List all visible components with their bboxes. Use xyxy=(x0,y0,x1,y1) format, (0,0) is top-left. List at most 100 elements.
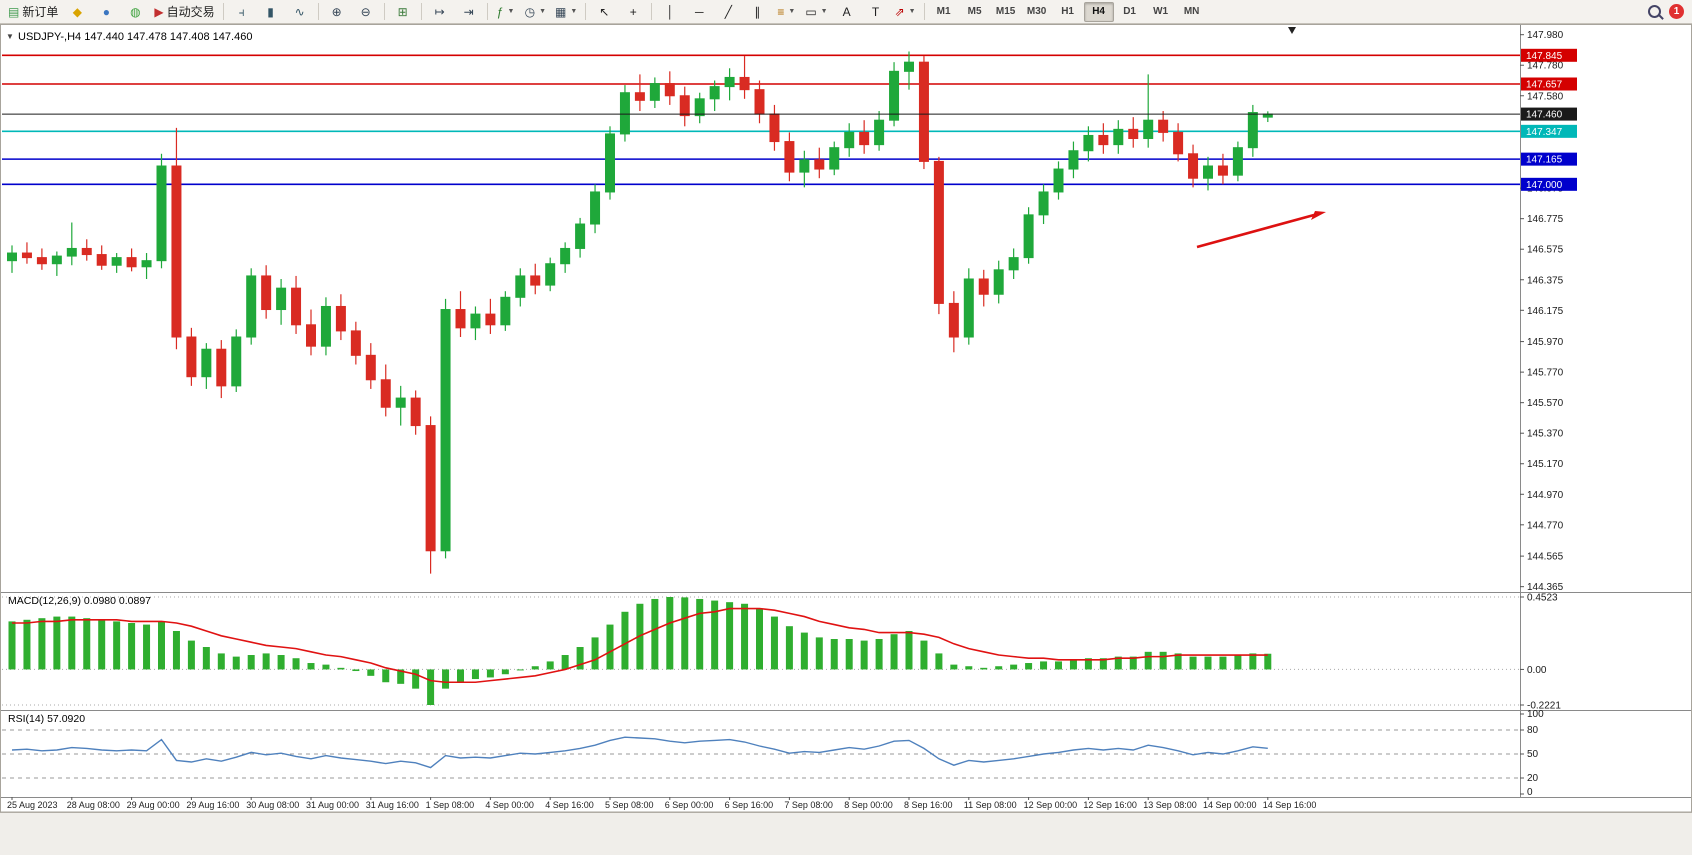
macd-scale-label: -0.2221 xyxy=(1527,700,1561,711)
auto-scroll-button[interactable]: ↦ xyxy=(426,1,454,23)
toolbar-separator xyxy=(420,3,422,20)
cursor-button[interactable]: ↖ xyxy=(590,1,618,23)
candle-body xyxy=(515,275,526,298)
macd-bar xyxy=(935,653,943,670)
candle-body xyxy=(216,348,227,387)
candle-body xyxy=(1128,128,1139,140)
bar-chart-button[interactable]: ⫞ xyxy=(228,1,256,23)
time-label: 30 Aug 08:00 xyxy=(246,800,299,810)
rsi-scale-label: 50 xyxy=(1527,749,1539,760)
price-label: 147.980 xyxy=(1527,30,1564,41)
candle-body xyxy=(649,83,660,101)
timeframe-MN-button[interactable]: MN xyxy=(1183,6,1200,17)
text-icon: A xyxy=(842,4,851,19)
trend-arrow-shaft xyxy=(1196,213,1315,249)
timeframe-M30-button[interactable]: M30 xyxy=(1026,6,1047,17)
macd-bar xyxy=(1025,663,1033,670)
time-label: 11 Sep 08:00 xyxy=(964,800,1017,810)
candle-body xyxy=(545,263,556,286)
macd-bar xyxy=(277,655,285,670)
candle-body xyxy=(425,425,436,552)
new-order-button[interactable]: ▤ 新订单 xyxy=(4,1,62,23)
community-icon-button[interactable]: ◍ xyxy=(121,1,149,23)
candle-body xyxy=(1217,165,1228,176)
fibonacci-button[interactable]: ≡ ▼ xyxy=(772,1,800,23)
chart-shift-marker[interactable] xyxy=(1288,27,1296,34)
profile-icon-button[interactable]: ● xyxy=(92,1,120,23)
arrow-tools-button[interactable]: ⇗ ▼ xyxy=(891,1,920,23)
crosshair-button[interactable]: + xyxy=(619,1,647,23)
macd-bar xyxy=(382,669,390,683)
time-label: 12 Sep 00:00 xyxy=(1024,800,1078,810)
macd-bar xyxy=(606,624,614,670)
candle-body xyxy=(395,397,406,408)
text-button[interactable]: A xyxy=(833,1,861,23)
autotrade-button[interactable]: ▶ 自动交易 xyxy=(150,1,218,23)
macd-bar xyxy=(172,630,180,670)
macd-bar xyxy=(516,669,524,671)
candle-body xyxy=(1098,134,1109,146)
macd-bar xyxy=(486,669,494,678)
timeframe-H4-button[interactable]: H4 xyxy=(1083,1,1114,22)
trend-arrow[interactable] xyxy=(1196,211,1326,249)
candle-body xyxy=(440,309,451,552)
price-label: 144.770 xyxy=(1527,520,1564,531)
label-button[interactable]: T xyxy=(862,1,890,23)
candlestick-chart-button[interactable]: ▮ xyxy=(257,1,285,23)
trendline-button[interactable]: ╱ xyxy=(714,1,742,23)
price-axis[interactable]: 147.980147.780147.580146.975146.775146.5… xyxy=(1520,30,1577,798)
candle-body xyxy=(769,113,780,143)
horizontal-line-button[interactable]: ─ xyxy=(685,1,713,23)
toolbar-separator xyxy=(651,3,653,20)
tile-windows-button[interactable]: ⊞ xyxy=(389,1,417,23)
macd-bar xyxy=(815,637,823,670)
macd-bar xyxy=(1084,658,1092,670)
line-chart-button[interactable]: ∿ xyxy=(286,1,314,23)
timeframe-M5-button[interactable]: M5 xyxy=(967,6,982,17)
timeframe-H1-button[interactable]: H1 xyxy=(1061,6,1074,17)
indicators-button[interactable]: ƒ ▼ xyxy=(492,1,520,23)
channel-button[interactable]: ∥ xyxy=(743,1,771,23)
chart-background xyxy=(0,24,1692,812)
price-label: 145.570 xyxy=(1527,398,1564,409)
chart-area[interactable]: ▼ USDJPY-,H4 147.440 147.478 147.408 147.… xyxy=(0,24,1692,855)
macd-bar xyxy=(1010,664,1018,670)
candle-body xyxy=(679,95,690,117)
shapes-button[interactable]: ▭ ▼ xyxy=(801,1,831,23)
candle-body xyxy=(918,61,929,162)
candle-body xyxy=(575,223,586,249)
chart-shift-button[interactable]: ⇥ xyxy=(455,1,483,23)
launcher-icon-icon: ◆ xyxy=(72,4,82,19)
search-icon[interactable] xyxy=(1648,5,1661,18)
candle-body xyxy=(66,247,77,257)
candle-body xyxy=(1083,134,1094,152)
candle-body xyxy=(963,278,974,338)
toolbar: ▤ 新订单 ◆ ● ◍ ▶ 自动交易 ⫞ ▮ ∿ ⊕ ⊖ ⊞ ↦ ⇥ ƒ ▼ ◷ ▼ ▦ ▼ ↖ + │ ─ ╱ ∥ ≡ ▼ ▭ ▼ A T ⇗ ▼… xyxy=(0,0,1692,24)
time-label: 14 Sep 00:00 xyxy=(1203,800,1257,810)
price-label: 146.575 xyxy=(1527,245,1564,256)
templates-button[interactable]: ▦ ▼ xyxy=(551,1,581,23)
macd-bar xyxy=(726,602,734,670)
bottom-strip xyxy=(0,812,1692,855)
toolbar-right-group: 1 xyxy=(1648,4,1688,19)
timeframe-D1-button[interactable]: D1 xyxy=(1123,6,1136,17)
timeframe-M1-button[interactable]: M1 xyxy=(936,6,951,17)
notification-badge[interactable]: 1 xyxy=(1669,4,1684,19)
candle-body xyxy=(1113,128,1124,146)
line-chart-icon: ∿ xyxy=(294,4,305,19)
bar-chart-icon: ⫞ xyxy=(238,4,245,19)
timeframe-W1-button[interactable]: W1 xyxy=(1153,6,1169,17)
zoom-in-button[interactable]: ⊕ xyxy=(323,1,351,23)
zoom-out-button[interactable]: ⊖ xyxy=(352,1,380,23)
timeframe-M15-button[interactable]: M15 xyxy=(995,6,1016,17)
candle-body xyxy=(694,98,705,117)
time-label: 29 Aug 16:00 xyxy=(186,800,239,810)
vertical-line-button[interactable]: │ xyxy=(656,1,684,23)
launcher-icon-button[interactable]: ◆ xyxy=(63,1,91,23)
rsi-scale-label: 100 xyxy=(1527,709,1544,720)
candle-body xyxy=(365,354,376,381)
periods-button[interactable]: ◷ ▼ xyxy=(521,1,550,23)
dropdown-caret-icon: ▼ xyxy=(820,8,828,15)
candle-body xyxy=(81,247,92,256)
toolbar-separator xyxy=(383,3,385,20)
